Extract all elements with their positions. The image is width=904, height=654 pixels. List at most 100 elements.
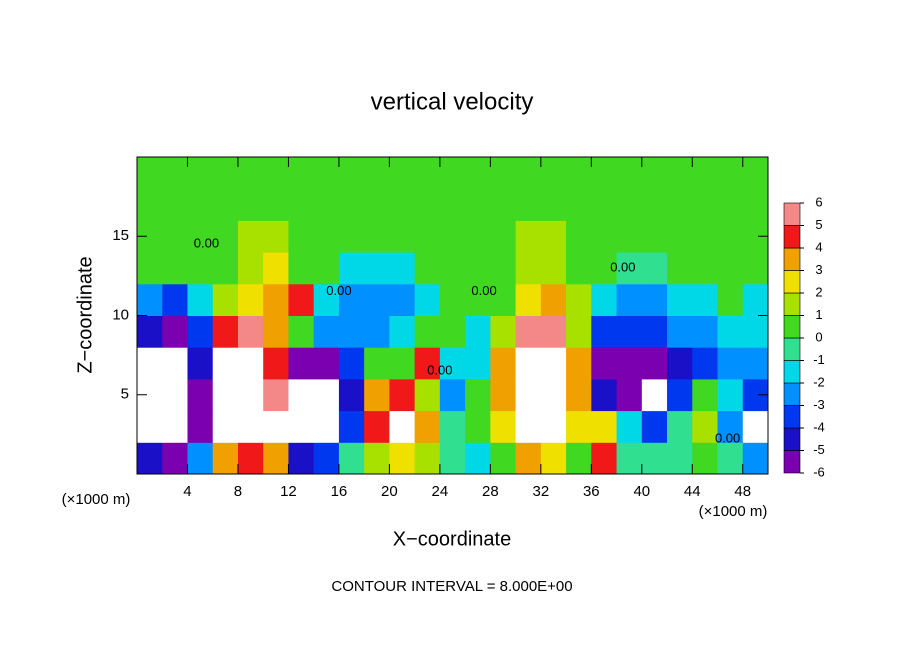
cell (540, 315, 567, 348)
cell (414, 220, 441, 253)
cell (591, 442, 618, 475)
colorbar-label: 6 (815, 194, 822, 209)
cell (616, 188, 643, 221)
cell (288, 347, 315, 380)
cell (414, 252, 441, 285)
contour-label: 0.00 (610, 259, 635, 274)
cell (237, 347, 264, 380)
cell (692, 157, 719, 190)
cell (389, 252, 416, 285)
colorbar-swatch (783, 292, 801, 316)
axis-unit: (×1000 m) (699, 503, 768, 520)
cell (212, 157, 239, 190)
cell (465, 283, 491, 316)
cell (692, 283, 719, 316)
cell (540, 188, 567, 221)
cell (591, 283, 618, 316)
cell (439, 378, 466, 412)
cell (338, 315, 365, 348)
cell (338, 252, 365, 285)
cell (338, 283, 365, 316)
footer: CONTOUR INTERVAL = 8.000E+00 (331, 578, 572, 595)
cell (566, 347, 592, 380)
cell (364, 347, 390, 380)
cell (212, 188, 239, 221)
cell (338, 378, 365, 412)
cell (389, 442, 416, 475)
cell (540, 220, 567, 253)
cell (137, 442, 163, 475)
cell (414, 315, 441, 348)
cell (742, 252, 769, 285)
x-tick-label: 24 (432, 483, 449, 500)
x-axis-label: X−coordinate (393, 528, 511, 550)
cell (591, 347, 618, 380)
cell (667, 157, 693, 190)
cell (439, 188, 466, 221)
contour-label: 0.00 (427, 362, 452, 377)
cell (566, 157, 592, 190)
cell (137, 188, 163, 221)
cell (338, 347, 365, 380)
cell (162, 347, 188, 380)
cell (717, 378, 744, 412)
cell (616, 283, 643, 316)
cell (439, 283, 466, 316)
cell (313, 442, 340, 475)
x-tick-label: 36 (583, 483, 600, 500)
cell (313, 157, 340, 190)
cell (187, 410, 214, 443)
cell (237, 157, 264, 190)
cell (263, 252, 289, 285)
cell (288, 378, 315, 412)
colorbar-label: -3 (813, 397, 825, 412)
cell (162, 252, 188, 285)
contour-label: 0.00 (471, 283, 496, 298)
cell (137, 283, 163, 316)
cell (616, 347, 643, 380)
colorbar-label: 0 (815, 329, 822, 344)
cell (616, 252, 643, 285)
cell (692, 442, 719, 475)
colorbar-swatch (783, 270, 801, 294)
cell (616, 442, 643, 475)
cell (187, 220, 214, 253)
cell (490, 347, 517, 380)
cell (540, 252, 567, 285)
cell (692, 220, 719, 253)
cell (641, 283, 668, 316)
cell (212, 442, 239, 475)
cell (263, 442, 289, 475)
cell (439, 347, 466, 380)
colorbar-label: -4 (813, 419, 825, 434)
cell (288, 283, 315, 316)
cell (288, 442, 315, 475)
cell (137, 347, 163, 380)
cell (237, 378, 264, 412)
cell (137, 157, 163, 190)
colorbar-swatch (783, 450, 801, 474)
cell (742, 442, 769, 475)
cell (641, 378, 668, 412)
cell (490, 220, 517, 253)
chart-title: vertical velocity (371, 88, 534, 115)
cell (717, 410, 744, 443)
cell (237, 188, 264, 221)
x-tick-label: 48 (734, 483, 751, 500)
cell (364, 252, 390, 285)
cell (490, 252, 517, 285)
cell (389, 188, 416, 221)
cell (288, 315, 315, 348)
cell (515, 410, 542, 443)
cell (389, 157, 416, 190)
cell (389, 220, 416, 253)
x-tick-label: 12 (280, 483, 297, 500)
cell (515, 220, 542, 253)
cell (439, 410, 466, 443)
cell (540, 347, 567, 380)
cell (212, 283, 239, 316)
cell (313, 283, 340, 316)
contour-label: 0.00 (194, 236, 219, 251)
contour-label: 0.00 (326, 283, 351, 298)
